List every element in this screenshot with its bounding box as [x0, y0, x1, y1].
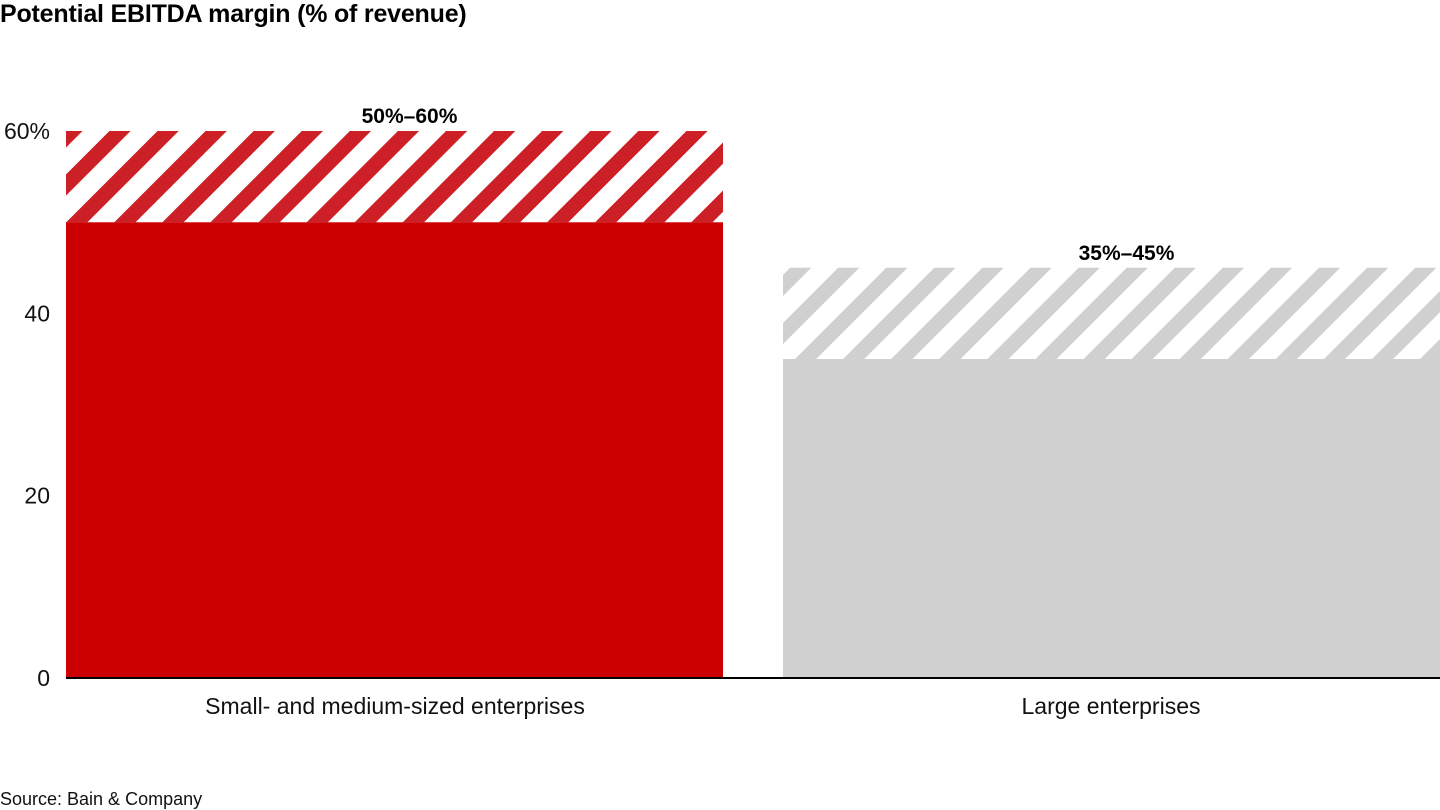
bar-solid [66, 222, 723, 678]
bar-range-label: 50%–60% [362, 105, 458, 128]
y-tick-label: 40 [24, 300, 50, 326]
category-label: Large enterprises [1022, 693, 1201, 719]
chart-title: Potential EBITDA margin (% of revenue) [0, 0, 467, 28]
bar-range-hatch [66, 131, 723, 223]
source-note: Source: Bain & Company [0, 789, 203, 809]
y-tick-label: 20 [24, 483, 50, 509]
category-label: Small- and medium-sized enterprises [205, 693, 585, 719]
bars [66, 131, 1440, 678]
y-tick-label: 0 [37, 665, 50, 691]
y-axis-ticks: 0 20 40 60% [4, 118, 50, 691]
y-tick-label: 60% [4, 118, 50, 144]
bar-solid [783, 358, 1440, 678]
data-labels: 50%–60% 35%–45% [362, 105, 1175, 265]
bar-range-hatch [783, 267, 1440, 359]
category-labels: Small- and medium-sized enterprises Large… [205, 693, 1200, 719]
bar-range-label: 35%–45% [1079, 242, 1175, 265]
